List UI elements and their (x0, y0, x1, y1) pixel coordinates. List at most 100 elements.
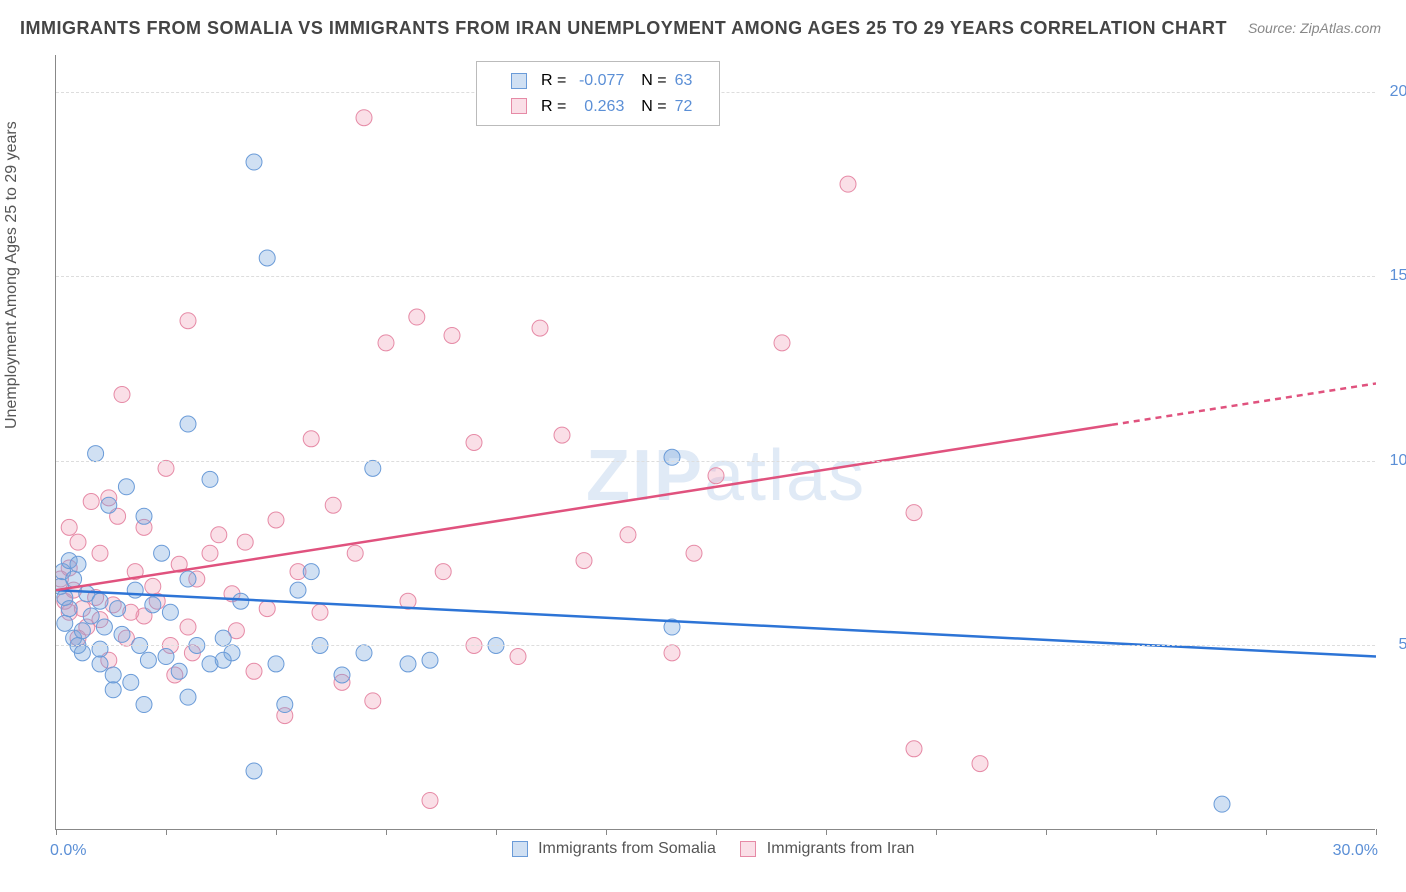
data-point (972, 756, 988, 772)
data-point (180, 571, 196, 587)
data-point (277, 697, 293, 713)
swatch-iran (511, 98, 527, 114)
data-point (162, 604, 178, 620)
data-point (180, 416, 196, 432)
data-point (158, 649, 174, 665)
data-point (70, 556, 86, 572)
x-tick (386, 829, 387, 835)
trend-line (56, 590, 1376, 656)
legend-label-iran: Immigrants from Iran (767, 840, 915, 857)
data-point (96, 619, 112, 635)
trend-line (1112, 383, 1376, 424)
bottom-legend: Immigrants from Somalia Immigrants from … (0, 840, 1406, 858)
data-point (74, 623, 90, 639)
data-point (110, 601, 126, 617)
x-tick (716, 829, 717, 835)
data-point (123, 674, 139, 690)
swatch-iran-bottom (740, 841, 756, 857)
n-value-somalia: 63 (675, 68, 705, 94)
data-point (118, 479, 134, 495)
y-tick-label: 15.0% (1390, 267, 1406, 285)
data-point (246, 763, 262, 779)
data-point (154, 545, 170, 561)
data-point (378, 335, 394, 351)
legend-row-somalia: R =-0.077 N =63 (491, 68, 705, 94)
data-point (180, 313, 196, 329)
y-tick-label: 10.0% (1390, 452, 1406, 470)
data-point (105, 682, 121, 698)
x-tick (1046, 829, 1047, 835)
x-tick (1156, 829, 1157, 835)
data-point (202, 545, 218, 561)
data-point (246, 663, 262, 679)
data-point (114, 387, 130, 403)
data-point (171, 663, 187, 679)
data-point (215, 630, 231, 646)
x-tick (606, 829, 607, 835)
x-tick (276, 829, 277, 835)
data-point (101, 497, 117, 513)
gridline (56, 645, 1375, 646)
data-point (444, 327, 460, 343)
x-tick (936, 829, 937, 835)
data-point (347, 545, 363, 561)
data-point (906, 741, 922, 757)
data-point (145, 597, 161, 613)
y-tick-label: 5.0% (1399, 636, 1406, 654)
r-value-iran: 0.263 (574, 94, 624, 120)
gridline (56, 276, 1375, 277)
data-point (70, 534, 86, 550)
data-point (510, 649, 526, 665)
data-point (365, 460, 381, 476)
data-point (435, 564, 451, 580)
data-point (215, 652, 231, 668)
n-value-iran: 72 (675, 94, 705, 120)
scatter-svg (56, 55, 1376, 830)
data-point (92, 641, 108, 657)
y-tick-label: 20.0% (1390, 83, 1406, 101)
data-point (92, 656, 108, 672)
data-point (237, 534, 253, 550)
data-point (61, 519, 77, 535)
data-point (92, 593, 108, 609)
data-point (127, 582, 143, 598)
x-tick (166, 829, 167, 835)
data-point (92, 545, 108, 561)
data-point (114, 626, 130, 642)
data-point (620, 527, 636, 543)
data-point (145, 578, 161, 594)
data-point (840, 176, 856, 192)
data-point (409, 309, 425, 325)
data-point (422, 652, 438, 668)
legend-label-somalia: Immigrants from Somalia (538, 840, 716, 857)
data-point (664, 645, 680, 661)
data-point (259, 601, 275, 617)
data-point (334, 667, 350, 683)
data-point (466, 435, 482, 451)
data-point (576, 553, 592, 569)
swatch-somalia (511, 73, 527, 89)
data-point (1214, 796, 1230, 812)
data-point (259, 250, 275, 266)
data-point (554, 427, 570, 443)
data-point (202, 471, 218, 487)
y-axis-label: Unemployment Among Ages 25 to 29 years (3, 121, 21, 429)
data-point (211, 527, 227, 543)
data-point (66, 571, 82, 587)
source-label: Source: ZipAtlas.com (1248, 20, 1381, 36)
data-point (356, 110, 372, 126)
data-point (233, 593, 249, 609)
r-value-somalia: -0.077 (574, 68, 624, 94)
x-tick (56, 829, 57, 835)
data-point (906, 505, 922, 521)
data-point (686, 545, 702, 561)
data-point (422, 792, 438, 808)
x-tick (826, 829, 827, 835)
data-point (303, 564, 319, 580)
data-point (57, 615, 73, 631)
data-point (268, 512, 284, 528)
data-point (664, 449, 680, 465)
data-point (708, 468, 724, 484)
data-point (312, 604, 328, 620)
data-point (105, 667, 121, 683)
